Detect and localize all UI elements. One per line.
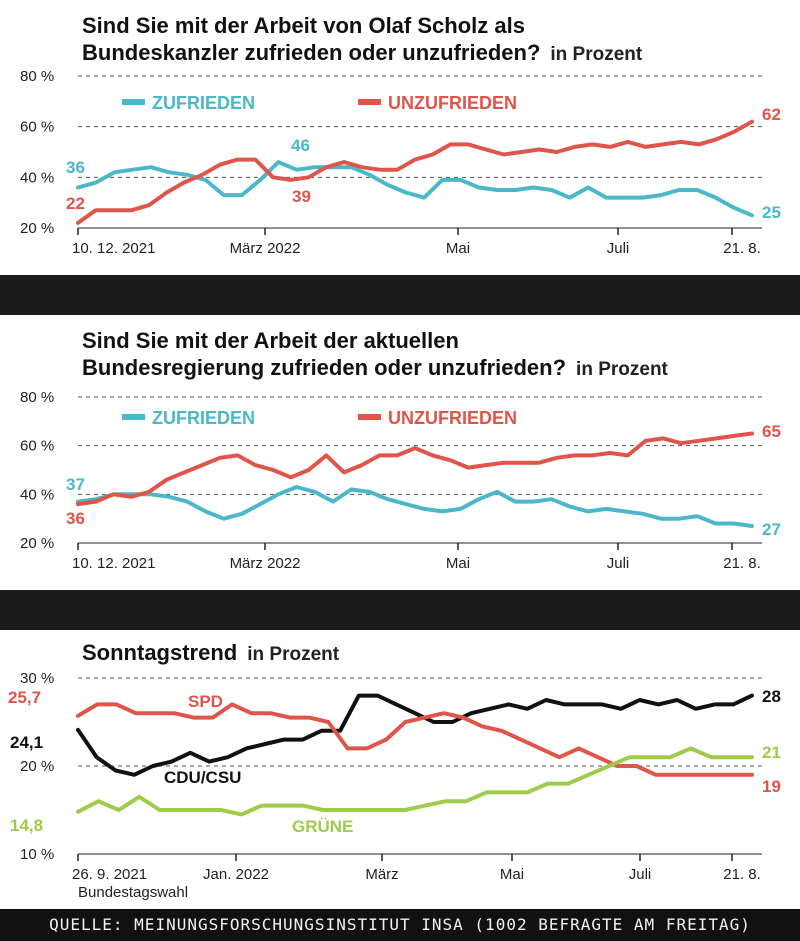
- y-tick-label: 40 %: [20, 486, 54, 503]
- x-tick-label: März 2022: [230, 555, 301, 572]
- x-tick-label: 21. 8.: [723, 866, 761, 883]
- series-line-spd: [76, 702, 754, 777]
- series-line-cducsu: [76, 693, 754, 777]
- x-tick-label: Juli: [607, 555, 630, 572]
- data-label-spd-start: 25,7: [8, 688, 41, 707]
- x-tick-label: Mai: [446, 240, 470, 257]
- legend-label-unzufrieden: UNZUFRIEDEN: [388, 408, 517, 428]
- chart-panel-scholz: Sind Sie mit der Arbeit von Olaf Scholz …: [0, 0, 800, 275]
- data-label-unzufrieden-end: 62: [762, 105, 781, 124]
- data-label-gruene-start: 14,8: [10, 816, 43, 835]
- chart-title-line2: Bundeskanzler zufrieden oder unzufrieden…: [82, 40, 643, 65]
- chart-title: Sonntagstrend in Prozent: [82, 640, 340, 665]
- x-tick-label: 21. 8.: [723, 240, 761, 257]
- y-tick-label: 60 %: [20, 438, 54, 455]
- chart-sonntagstrend: Sonntagstrend in Prozent 30 % 20 % 10 % 26.…: [8, 640, 781, 901]
- series-line-zufrieden: [76, 160, 754, 218]
- chart-title-line1: Sind Sie mit der Arbeit von Olaf Scholz …: [82, 13, 525, 38]
- chart-title-line1: Sind Sie mit der Arbeit der aktuellen: [82, 328, 459, 353]
- x-tick-label: 10. 12. 2021: [72, 240, 155, 257]
- y-tick-label: 40 %: [20, 169, 54, 186]
- x-tick-label: 21. 8.: [723, 555, 761, 572]
- chart-panel-sonntagstrend: Sonntagstrend in Prozent 30 % 20 % 10 % 26.…: [0, 630, 800, 909]
- series-line-unzufrieden: [76, 119, 754, 225]
- chart-unit: in Prozent: [550, 44, 643, 65]
- x-tick-label: 10. 12. 2021: [72, 555, 155, 572]
- legend-label-zufrieden: ZUFRIEDEN: [152, 93, 255, 113]
- data-label-gruene-end: 21: [762, 743, 781, 762]
- data-label-zufrieden-start: 37: [66, 475, 85, 494]
- x-tick-label: 26. 9. 2021: [72, 866, 147, 883]
- data-label-zufrieden-peak: 46: [291, 136, 310, 155]
- y-tick-label: 30 %: [20, 670, 54, 687]
- y-tick-label: 20 %: [20, 758, 54, 775]
- y-tick-label: 60 %: [20, 119, 54, 136]
- chart-scholz: Sind Sie mit der Arbeit von Olaf Scholz …: [20, 13, 781, 257]
- legend-label-zufrieden: ZUFRIEDEN: [152, 408, 255, 428]
- series-line-grüne: [76, 746, 754, 817]
- chart-regierung: Sind Sie mit der Arbeit der aktuellen Bu…: [20, 328, 781, 572]
- x-tick-label: Juli: [607, 240, 630, 257]
- legend-label-unzufrieden: UNZUFRIEDEN: [388, 93, 517, 113]
- data-label-unzufrieden-start: 22: [66, 194, 85, 213]
- series-label-spd: SPD: [188, 692, 223, 711]
- x-tick-label: März: [365, 866, 398, 883]
- series-line-zufrieden: [76, 485, 754, 528]
- x-tick-label: Jan. 2022: [203, 866, 269, 883]
- series-line-unzufrieden: [76, 431, 754, 507]
- y-tick-label: 10 %: [20, 846, 54, 863]
- x-tick-label: März 2022: [230, 240, 301, 257]
- data-label-zufrieden-end: 27: [762, 520, 781, 539]
- x-tick-label: Mai: [500, 866, 524, 883]
- data-label-cdu-start: 24,1: [10, 733, 43, 752]
- section-divider-2: [0, 590, 800, 630]
- series-label-cdu: CDU/CSU: [164, 768, 241, 787]
- data-label-zufrieden-start: 36: [66, 158, 85, 177]
- x-tick-label: Mai: [446, 555, 470, 572]
- y-tick-label: 20 %: [20, 535, 54, 552]
- x-tick-label: Juli: [629, 866, 652, 883]
- series-label-gruene: GRÜNE: [292, 817, 353, 836]
- y-tick-label: 80 %: [20, 389, 54, 406]
- source-footer: QUELLE: MEINUNGSFORSCHUNGSINSTITUT INSA …: [0, 909, 800, 941]
- data-label-unzufrieden-start: 36: [66, 509, 85, 528]
- data-label-unzufrieden-end: 65: [762, 422, 781, 441]
- chart-unit: in Prozent: [576, 359, 669, 380]
- data-label-spd-end: 19: [762, 777, 781, 796]
- x-sublabel: Bundestagswahl: [78, 884, 188, 901]
- chart-title-line2: Bundesregierung zufrieden oder unzufried…: [82, 355, 669, 380]
- section-divider-1: [0, 275, 800, 315]
- data-label-zufrieden-end: 25: [762, 203, 781, 222]
- chart-unit: in Prozent: [247, 644, 340, 665]
- y-tick-label: 80 %: [20, 68, 54, 85]
- chart-panel-regierung: Sind Sie mit der Arbeit der aktuellen Bu…: [0, 315, 800, 590]
- data-label-cdu-end: 28: [762, 687, 781, 706]
- data-label-unzufrieden-low: 39: [292, 187, 311, 206]
- y-tick-label: 20 %: [20, 220, 54, 237]
